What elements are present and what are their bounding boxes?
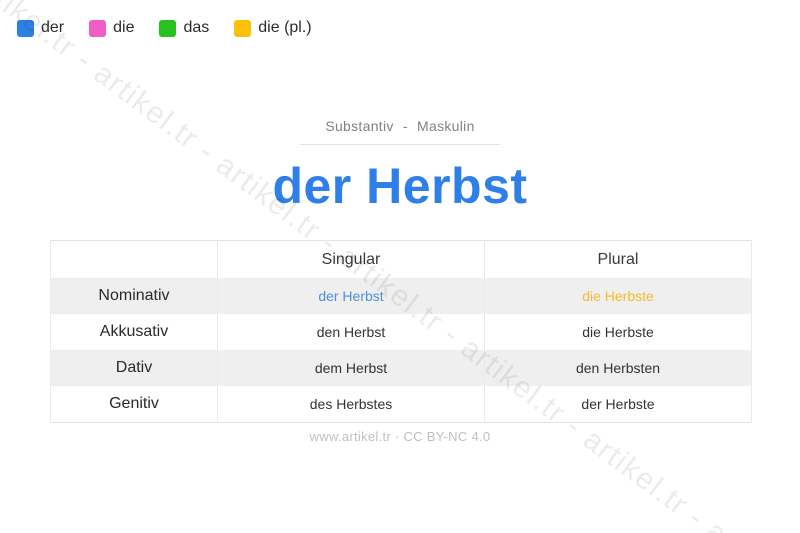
genitiv-plural-form: der Herbste — [484, 386, 752, 423]
declension-table: Singular Plural Nominativ der Herbst die… — [50, 240, 752, 423]
legend-label-das: das — [183, 19, 210, 36]
dativ-singular-form: dem Herbst — [217, 350, 485, 386]
attribution-footer: www.artikel.tr · CC BY-NC 4.0 — [309, 429, 491, 444]
nominativ-plural-form: die Herbste — [484, 278, 752, 314]
case-label-genitiv: Genitiv — [50, 386, 218, 423]
legend-label-die: die — [113, 19, 135, 36]
legend-item-das: das — [159, 19, 209, 37]
dativ-plural-form: den Herbsten — [484, 350, 752, 386]
legend-label-die-plural: die (pl.) — [258, 19, 312, 36]
case-label-dativ: Dativ — [50, 350, 218, 386]
akkusativ-plural-form: die Herbste — [484, 314, 752, 350]
die-plural-color-swatch — [234, 19, 252, 37]
table-header-row: Singular Plural — [50, 240, 752, 278]
akkusativ-singular-form: den Herbst — [217, 314, 485, 350]
table-row-dativ: Dativ dem Herbst den Herbsten — [50, 350, 752, 386]
empty-header-cell — [50, 240, 218, 278]
table-row-akkusativ: Akkusativ den Herbst die Herbste — [50, 314, 752, 350]
das-color-swatch — [159, 19, 177, 37]
der-color-swatch — [17, 19, 34, 37]
column-header-plural: Plural — [484, 240, 752, 278]
nominativ-singular-form: der Herbst — [217, 278, 485, 314]
die-color-swatch — [89, 19, 107, 37]
legend-item-die-plural: die (pl.) — [234, 19, 312, 37]
legend-item-der: der — [17, 19, 64, 37]
genitiv-singular-form: des Herbstes — [217, 386, 485, 423]
column-header-singular: Singular — [217, 240, 485, 278]
case-label-akkusativ: Akkusativ — [50, 314, 218, 350]
legend-label-der: der — [41, 19, 65, 36]
table-row-genitiv: Genitiv des Herbstes der Herbste — [50, 386, 752, 423]
article-color-legend: der die das die (pl.) — [17, 19, 312, 37]
table-row-nominativ: Nominativ der Herbst die Herbste — [50, 278, 752, 314]
case-label-nominativ: Nominativ — [50, 278, 218, 314]
page-title: der Herbst — [272, 158, 528, 214]
subtitle-divider — [300, 144, 500, 145]
word-category-subtitle: Substantiv - Maskulin — [325, 118, 475, 134]
legend-item-die: die — [89, 19, 134, 37]
